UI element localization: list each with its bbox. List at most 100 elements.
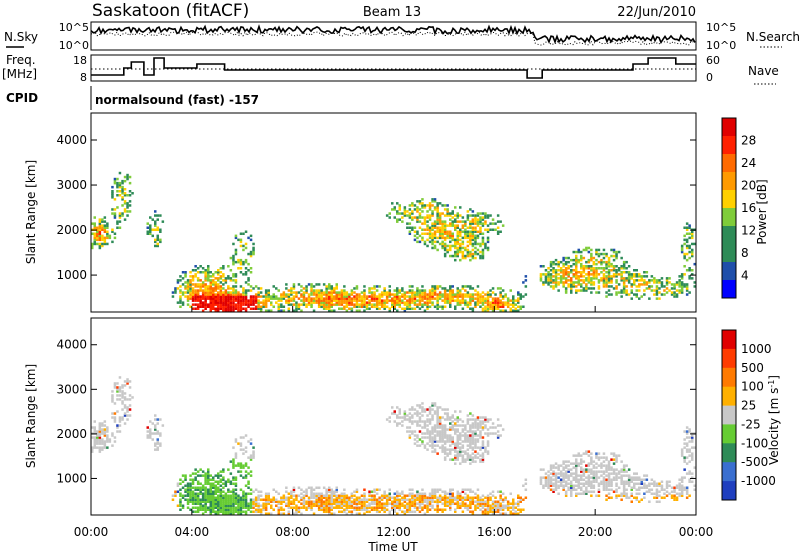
power-cell	[234, 273, 238, 276]
velocity-cell	[212, 494, 215, 497]
velocity-cell	[207, 494, 210, 497]
power-cell	[106, 232, 109, 235]
power-cell	[572, 262, 575, 266]
power-cell	[615, 265, 618, 268]
power-cell	[577, 279, 580, 282]
power-cell	[365, 301, 369, 304]
power-cell	[254, 307, 258, 310]
velocity-cell	[222, 506, 225, 509]
velocity-cell	[262, 506, 265, 509]
power-cell	[232, 291, 235, 294]
velocity-cell	[564, 484, 568, 487]
velocity-cell	[433, 492, 437, 495]
velocity-cell	[287, 500, 291, 503]
velocity-cell	[252, 510, 255, 513]
power-cell	[214, 285, 217, 288]
power-cell	[317, 289, 321, 292]
velocity-cell	[396, 494, 399, 497]
velocity-cell	[443, 424, 447, 427]
power-cell	[398, 291, 401, 294]
velocity-cell	[207, 480, 210, 483]
power-cell	[680, 273, 684, 276]
velocity-cell	[627, 496, 631, 499]
power-cell	[330, 285, 333, 288]
velocity-cell	[118, 424, 122, 427]
power-cell	[199, 271, 202, 274]
velocity-cell	[222, 498, 225, 501]
velocity-cell	[446, 498, 449, 501]
velocity-cell	[630, 494, 633, 497]
velocity-cell	[474, 454, 477, 457]
power-cell	[512, 295, 515, 298]
power-cell	[113, 198, 117, 201]
velocity-cell	[454, 510, 457, 513]
power-cell	[101, 242, 104, 246]
velocity-cell	[436, 420, 439, 423]
power-cell	[522, 281, 525, 284]
velocity-cell	[471, 438, 475, 441]
velocity-cell	[564, 474, 568, 477]
power-cell	[580, 265, 583, 268]
velocity-cell	[454, 428, 457, 431]
power-cell	[227, 285, 230, 288]
velocity-cell	[335, 504, 338, 507]
velocity-cell	[176, 484, 180, 487]
power-cell	[577, 271, 580, 274]
velocity-cell	[199, 500, 202, 503]
power-cell	[476, 291, 480, 294]
velocity-cell	[98, 442, 102, 445]
power-cell	[348, 307, 351, 310]
power-cell	[471, 254, 475, 258]
power-cell	[411, 299, 414, 302]
power-cell	[393, 297, 396, 300]
velocity-cell	[449, 502, 452, 505]
velocity-cell	[393, 420, 396, 423]
power-cell	[570, 269, 573, 272]
power-cell	[191, 299, 195, 302]
power-cell	[691, 230, 694, 233]
velocity-cell	[466, 422, 470, 425]
velocity-cell	[302, 498, 306, 501]
power-cell	[461, 216, 465, 219]
power-colorbar-label: Power [dB]	[755, 179, 769, 244]
power-cell	[564, 281, 568, 284]
power-cell	[481, 222, 485, 225]
power-cell	[421, 299, 424, 302]
power-cell	[655, 297, 659, 300]
velocity-cell	[244, 464, 248, 467]
power-cell	[433, 234, 437, 238]
velocity-cell	[179, 494, 182, 497]
velocity-cell	[454, 502, 457, 505]
velocity-cell	[217, 510, 220, 513]
power-cell	[239, 307, 243, 310]
power-cell	[204, 285, 207, 288]
power-cell	[149, 226, 152, 229]
velocity-cell	[98, 422, 102, 425]
velocity-cell	[433, 436, 437, 439]
power-cell	[461, 301, 465, 304]
power-cell	[416, 291, 419, 294]
velocity-cell	[229, 496, 233, 499]
velocity-cell	[612, 470, 616, 473]
power-cell	[257, 307, 260, 310]
power-cell	[257, 291, 260, 294]
power-cell	[232, 303, 235, 306]
velocity-cell	[189, 482, 192, 485]
power-cell	[570, 289, 573, 292]
power-cell	[459, 248, 462, 252]
power-cell	[305, 291, 308, 294]
power-cell	[562, 281, 565, 284]
velocity-cell	[567, 468, 570, 471]
power-cell	[469, 208, 472, 211]
velocity-cell	[494, 496, 497, 499]
power-cell	[436, 216, 439, 219]
power-cell	[209, 291, 212, 294]
power-cell	[207, 287, 210, 290]
power-cell	[481, 212, 485, 215]
velocity-cell	[456, 430, 459, 433]
power-cell	[602, 281, 606, 284]
velocity-cell	[259, 494, 263, 497]
power-cell	[461, 224, 465, 227]
power-cell	[340, 301, 344, 304]
velocity-cell	[217, 494, 220, 497]
